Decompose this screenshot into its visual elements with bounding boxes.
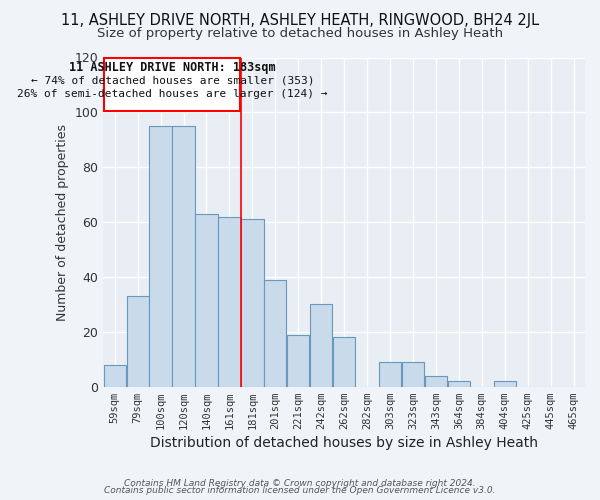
Bar	[448, 381, 470, 386]
Bar	[218, 216, 241, 386]
Bar	[264, 280, 286, 386]
Bar	[149, 126, 172, 386]
Bar	[310, 304, 332, 386]
Text: Size of property relative to detached houses in Ashley Heath: Size of property relative to detached ho…	[97, 28, 503, 40]
Bar	[241, 220, 263, 386]
Bar	[333, 338, 355, 386]
X-axis label: Distribution of detached houses by size in Ashley Heath: Distribution of detached houses by size …	[150, 436, 538, 450]
Text: Contains public sector information licensed under the Open Government Licence v3: Contains public sector information licen…	[104, 486, 496, 495]
Bar	[494, 381, 516, 386]
Bar	[127, 296, 149, 386]
Y-axis label: Number of detached properties: Number of detached properties	[56, 124, 69, 320]
Text: Contains HM Land Registry data © Crown copyright and database right 2024.: Contains HM Land Registry data © Crown c…	[124, 478, 476, 488]
FancyBboxPatch shape	[104, 58, 240, 111]
Bar	[172, 126, 194, 386]
Bar	[425, 376, 447, 386]
Text: 26% of semi-detached houses are larger (124) →: 26% of semi-detached houses are larger (…	[17, 89, 328, 99]
Bar	[196, 214, 218, 386]
Bar	[104, 364, 126, 386]
Text: 11 ASHLEY DRIVE NORTH: 183sqm: 11 ASHLEY DRIVE NORTH: 183sqm	[70, 61, 276, 74]
Bar	[402, 362, 424, 386]
Bar	[287, 334, 310, 386]
Text: ← 74% of detached houses are smaller (353): ← 74% of detached houses are smaller (35…	[31, 76, 314, 86]
Bar	[379, 362, 401, 386]
Text: 11, ASHLEY DRIVE NORTH, ASHLEY HEATH, RINGWOOD, BH24 2JL: 11, ASHLEY DRIVE NORTH, ASHLEY HEATH, RI…	[61, 12, 539, 28]
